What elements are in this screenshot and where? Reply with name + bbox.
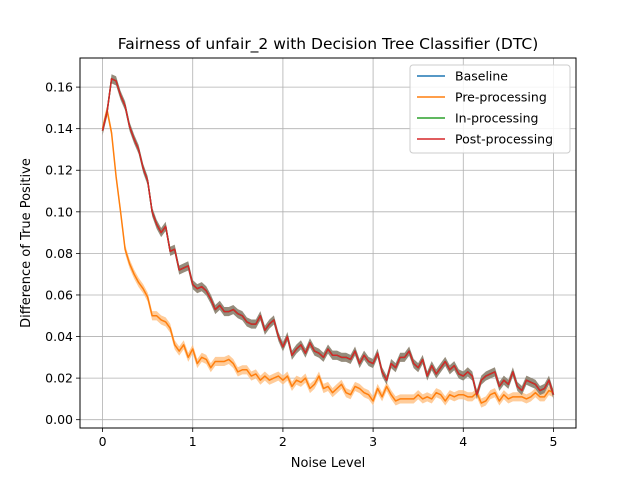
legend: Baseline Pre-processing In-processing Post-… <box>409 64 571 154</box>
post-processing-legend-label: Post-processing <box>455 132 553 147</box>
y-tick-label: 0.06 <box>45 287 73 302</box>
y-tick-label: 0.12 <box>45 163 73 178</box>
y-tick-label: 0.10 <box>45 204 73 219</box>
x-tick-label: 4 <box>459 434 467 449</box>
y-tick-label: 0.00 <box>45 412 73 427</box>
x-tick-label: 2 <box>279 434 287 449</box>
y-tick-label: 0.14 <box>45 121 73 136</box>
baseline-legend-label: Baseline <box>455 69 508 84</box>
x-tick-label: 0 <box>99 434 107 449</box>
series-lines <box>101 78 555 404</box>
pre-processing-line <box>101 109 554 404</box>
in-processing-legend-label: In-processing <box>455 111 538 126</box>
post-processing-line <box>101 78 555 396</box>
x-tick-label: 5 <box>549 434 557 449</box>
y-tick-label: 0.04 <box>45 329 73 344</box>
plot-frame <box>79 57 577 429</box>
x-tick-label: 1 <box>189 434 197 449</box>
x-axis-ticks: 0 1 2 3 4 5 <box>99 428 557 449</box>
y-axis-ticks: 0.00 0.02 0.04 0.06 0.08 0.10 0.12 0.14 0.16 <box>45 80 80 427</box>
y-tick-label: 0.02 <box>45 371 73 386</box>
y-tick-label: 0.16 <box>45 80 73 95</box>
chart-title: Fairness of unfair_2 with Decision Tree … <box>118 35 539 54</box>
legend-box <box>409 64 571 154</box>
pre-processing-legend-label: Pre-processing <box>455 90 547 105</box>
y-axis-label: Difference of True Positive <box>19 158 34 328</box>
x-axis-label: Noise Level <box>291 456 366 471</box>
y-tick-label: 0.08 <box>45 246 73 261</box>
x-tick-label: 3 <box>369 434 377 449</box>
